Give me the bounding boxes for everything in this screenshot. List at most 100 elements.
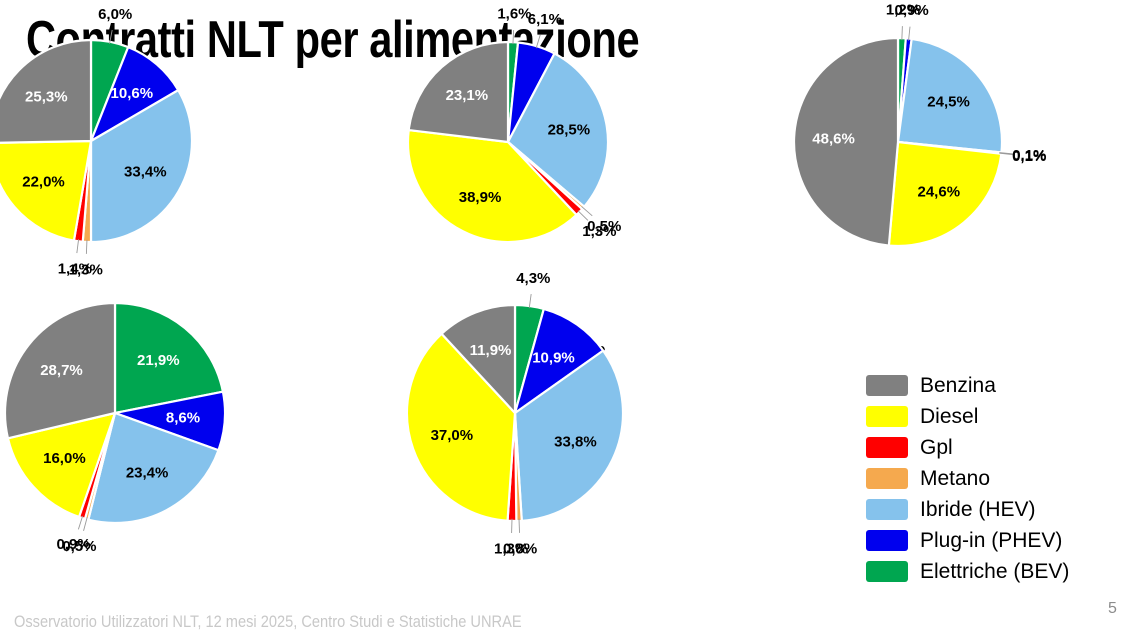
pie-slice[interactable] xyxy=(87,411,220,525)
legend-swatch xyxy=(866,499,908,520)
pie-svg: 4,3% 10,9% 33,8% 0,8%1,3% 37,0% 11,9% xyxy=(405,270,625,557)
label-leader-line xyxy=(512,30,515,45)
pie-chart-nlt: 1,6% 6,1% 28,5% 0,5% 1,3% 38,9% 23,1% xyxy=(406,6,678,312)
pie-slice-label: 37,0% xyxy=(431,427,474,444)
pie-slice-label: 1,2% xyxy=(886,2,920,19)
pie-chart-nbt: 1,2% 0,9% 24,5% 0,1% 0,1% 24,6% 48,6% xyxy=(792,2,1072,316)
pie-slice-label: 28,5% xyxy=(548,122,591,139)
legend-swatch xyxy=(866,406,908,427)
pie-slice-label: 23,4% xyxy=(126,465,169,482)
legend-item: Gpl xyxy=(866,432,1069,463)
legend-label: Benzina xyxy=(920,373,996,397)
label-leader-line xyxy=(518,518,520,533)
pie-svg: 1,2%0,9%24,5%0,1%0,1%24,6%48,6% xyxy=(792,2,1046,248)
label-leader-line xyxy=(76,239,80,254)
pie-slice-label: 21,9% xyxy=(137,352,180,369)
pie-slice[interactable] xyxy=(506,52,610,208)
label-leader-line xyxy=(908,26,911,41)
legend-item: Ibride (HEV) xyxy=(866,494,1069,525)
legend-label: Elettriche (BEV) xyxy=(920,559,1070,583)
pie-slice-label: 8,6% xyxy=(166,410,200,427)
pie-chart-dealer-costruttori: 21,9% 8,6% 23,4% 0,5% 0,9% 16,0% 28,7% xyxy=(3,301,295,593)
pie-slice[interactable] xyxy=(440,303,517,415)
pie-slice-label: 0,8% xyxy=(503,540,537,557)
pie-svg: 21,9% 8,6% 23,4% 0,5%0,9% 16,0% 28,7% xyxy=(3,301,227,555)
pie-slice-label: 0,5% xyxy=(62,538,96,555)
pie-slice-label: 6,0% xyxy=(98,6,132,23)
pie-slice-label: 6,1% xyxy=(528,11,562,28)
legend-swatch xyxy=(866,561,908,582)
pie-slice-label: 1,3% xyxy=(494,540,528,557)
pie-slice[interactable] xyxy=(407,40,510,144)
label-leader-line xyxy=(109,29,113,44)
pie-slice-label: 1,3% xyxy=(69,261,103,278)
legend-item: Metano xyxy=(866,463,1069,494)
pie-slice-label: 0,1% xyxy=(1012,147,1046,164)
label-leader-line xyxy=(528,294,532,309)
pie-slice[interactable] xyxy=(113,301,225,415)
pie-slice-label: 28,7% xyxy=(40,362,83,379)
pie-slice-label: 0,1% xyxy=(1012,148,1046,165)
pie-slice-label: 38,9% xyxy=(459,189,502,206)
pie-slice-label: 1,4% xyxy=(58,260,92,277)
pie-slice[interactable] xyxy=(6,411,117,519)
legend-swatch xyxy=(866,375,908,396)
pie-slice-label: 33,4% xyxy=(124,164,167,181)
pie-slice[interactable] xyxy=(406,128,578,244)
pie-chart-privati: 6,0% 10,6% 33,4% 1,3% 1,4% 22,0% 25,3% xyxy=(0,6,262,312)
pie-slice-label: 16,0% xyxy=(43,450,86,467)
pie-slice-label: 11,9% xyxy=(470,342,512,359)
legend-item: Benzina xyxy=(866,370,1069,401)
label-leader-line xyxy=(83,517,88,531)
pie-slice[interactable] xyxy=(405,332,517,522)
legend-label: Metano xyxy=(920,466,991,490)
pie-slice[interactable] xyxy=(3,301,117,440)
label-leader-line xyxy=(901,26,903,41)
legend-swatch xyxy=(866,530,908,551)
label-leader-line xyxy=(581,206,593,217)
pie-slice[interactable] xyxy=(887,140,1003,248)
pie-slice-label: 48,6% xyxy=(812,131,855,148)
legend-label: Plug-in (PHEV) xyxy=(920,528,1063,552)
label-leader-line xyxy=(577,210,589,221)
pie-slice-label: 10,9% xyxy=(532,350,575,367)
source-note: Osservatorio Utilizzatori NLT, 12 mesi 2… xyxy=(14,612,522,631)
pie-slice-label: 24,5% xyxy=(927,94,970,111)
label-leader-line xyxy=(77,515,84,530)
pie-svg: 6,0% 10,6% 33,4% 1,3%1,4% 22,0% 25,3% xyxy=(0,6,194,278)
label-leader-line xyxy=(85,239,88,254)
pie-slice-label: 4,3% xyxy=(516,270,550,287)
pie-slice[interactable] xyxy=(896,37,1004,154)
pie-slice[interactable] xyxy=(89,89,194,244)
pie-slice[interactable] xyxy=(89,45,180,143)
legend-label: Ibride (HEV) xyxy=(920,497,1036,521)
legend-item: Elettriche (BEV) xyxy=(866,556,1069,587)
pie-slice-label: 1,6% xyxy=(497,6,531,23)
label-leader-line xyxy=(999,152,1014,156)
legend-label: Diesel xyxy=(920,404,979,428)
pie-slice[interactable] xyxy=(0,38,93,144)
pie-slice-label: 0,5% xyxy=(587,218,621,235)
legend-swatch xyxy=(866,468,908,489)
legend-item: Diesel xyxy=(866,401,1069,432)
pie-slice-label: 22,0% xyxy=(22,173,65,190)
legend: Benzina Diesel Gpl Metano Ibride (HEV) Plug-i… xyxy=(866,370,1069,587)
legend-item: Plug-in (PHEV) xyxy=(866,525,1069,556)
pie-slice[interactable] xyxy=(513,307,605,415)
pie-slice-label: 33,8% xyxy=(554,433,597,450)
pie-slice[interactable] xyxy=(0,139,93,242)
label-leader-line xyxy=(535,34,541,49)
pie-slice-label: 1,3% xyxy=(582,223,616,240)
pie-chart-aziende-non-automotive: 4,3% 10,9% 33,8% 0,8% 1,3% 37,0% 11,9% xyxy=(405,270,693,591)
pie-slice-label: 25,3% xyxy=(25,89,68,106)
pie-slice[interactable] xyxy=(792,36,900,247)
page-number: 5 xyxy=(1108,600,1117,617)
pie-slice-label: 0,9% xyxy=(895,2,929,19)
pie-slice[interactable] xyxy=(513,349,625,522)
pie-slice-label: 0,9% xyxy=(56,536,90,553)
pie-slice-label: 23,1% xyxy=(446,87,489,104)
pie-slice-label: 24,6% xyxy=(918,183,961,200)
pie-slice-label: 10,6% xyxy=(111,85,154,102)
label-leader-line xyxy=(999,152,1014,155)
